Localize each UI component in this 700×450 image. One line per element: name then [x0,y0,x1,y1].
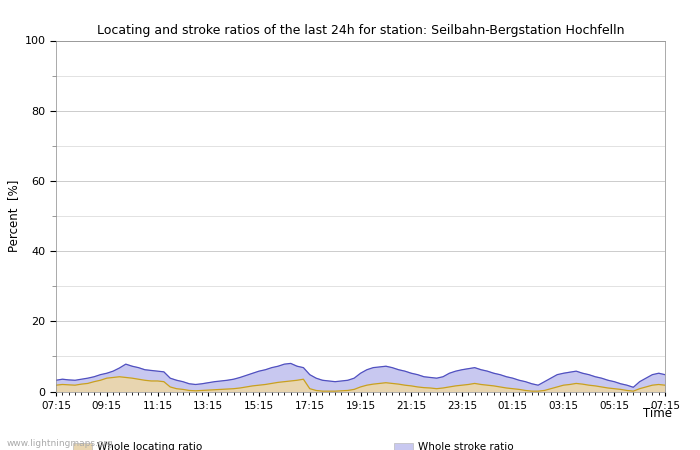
Title: Locating and stroke ratios of the last 24h for station: Seilbahn-Bergstation Hoc: Locating and stroke ratios of the last 2… [97,23,624,36]
Y-axis label: Percent  [%]: Percent [%] [8,180,20,252]
Legend: Whole locating ratio, Locating ratio station Seilbahn-Bergstation Hochfelln, Who: Whole locating ratio, Locating ratio sta… [74,442,683,450]
Text: Time: Time [643,407,672,420]
Text: www.lightningmaps.org: www.lightningmaps.org [7,439,113,448]
